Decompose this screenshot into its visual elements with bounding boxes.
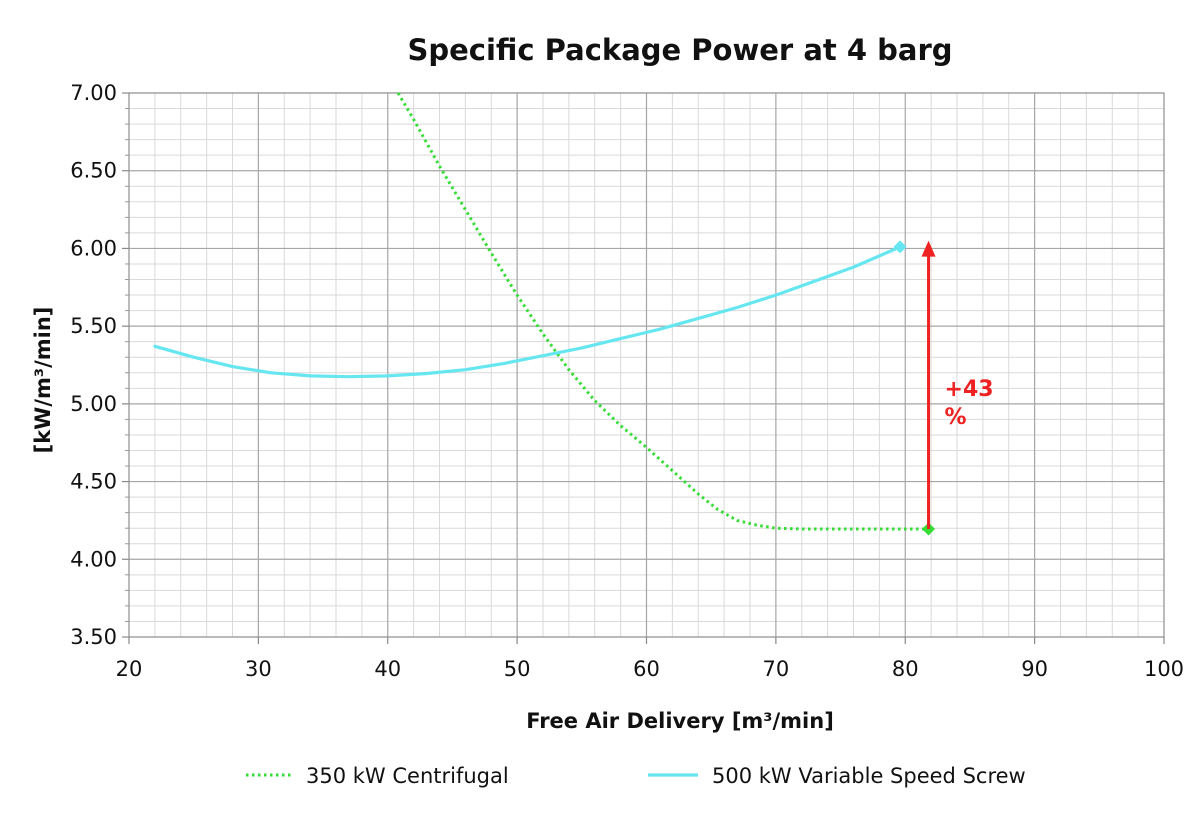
y-tick-label: 5.00 — [70, 392, 117, 416]
x-tick-label: 90 — [1021, 657, 1048, 681]
y-tick-label: 6.50 — [70, 159, 117, 183]
axis-ticks — [122, 92, 1165, 644]
y-tick-label: 3.50 — [70, 625, 117, 649]
annotation-text: % — [945, 405, 967, 430]
series-line-1 — [153, 245, 902, 379]
x-tick-label: 80 — [892, 657, 919, 681]
x-tick-label: 70 — [763, 657, 790, 681]
legend-label-centrifugal: 350 kW Centrifugal — [306, 764, 509, 788]
y-tick-label: 6.00 — [70, 236, 117, 260]
annotation-text: +43 — [945, 377, 994, 402]
annotation-arrow-head — [921, 240, 936, 257]
x-tick-label: 50 — [504, 657, 531, 681]
y-tick-labels: 3.50 4.00 4.50 5.00 5.50 6.00 6.50 7.00 — [70, 81, 117, 649]
series-line-0 — [396, 92, 929, 531]
x-tick-label: 100 — [1144, 657, 1184, 681]
x-tick-labels: 20 30 40 50 60 70 80 90 100 — [116, 657, 1184, 681]
x-tick-label: 30 — [245, 657, 272, 681]
legend-label-screw: 500 kW Variable Speed Screw — [712, 764, 1026, 788]
chart-title: Specific Package Power at 4 barg — [407, 33, 952, 67]
y-tick-label: 4.50 — [70, 470, 117, 494]
y-tick-label: 7.00 — [70, 81, 117, 105]
y-axis-title: [kW/m³/min] — [31, 307, 55, 454]
y-tick-label: 4.00 — [70, 547, 117, 571]
annotation-layer: +43% — [921, 240, 994, 529]
x-axis-title: Free Air Delivery [m³/min] — [526, 709, 834, 733]
x-tick-label: 20 — [116, 657, 143, 681]
x-tick-label: 40 — [374, 657, 401, 681]
legend: 350 kW Centrifugal 500 kW Variable Speed… — [246, 764, 1026, 788]
y-tick-label: 5.50 — [70, 314, 117, 338]
series-layer — [153, 92, 936, 536]
x-tick-label: 60 — [633, 657, 660, 681]
series-end-marker-1 — [893, 240, 907, 254]
